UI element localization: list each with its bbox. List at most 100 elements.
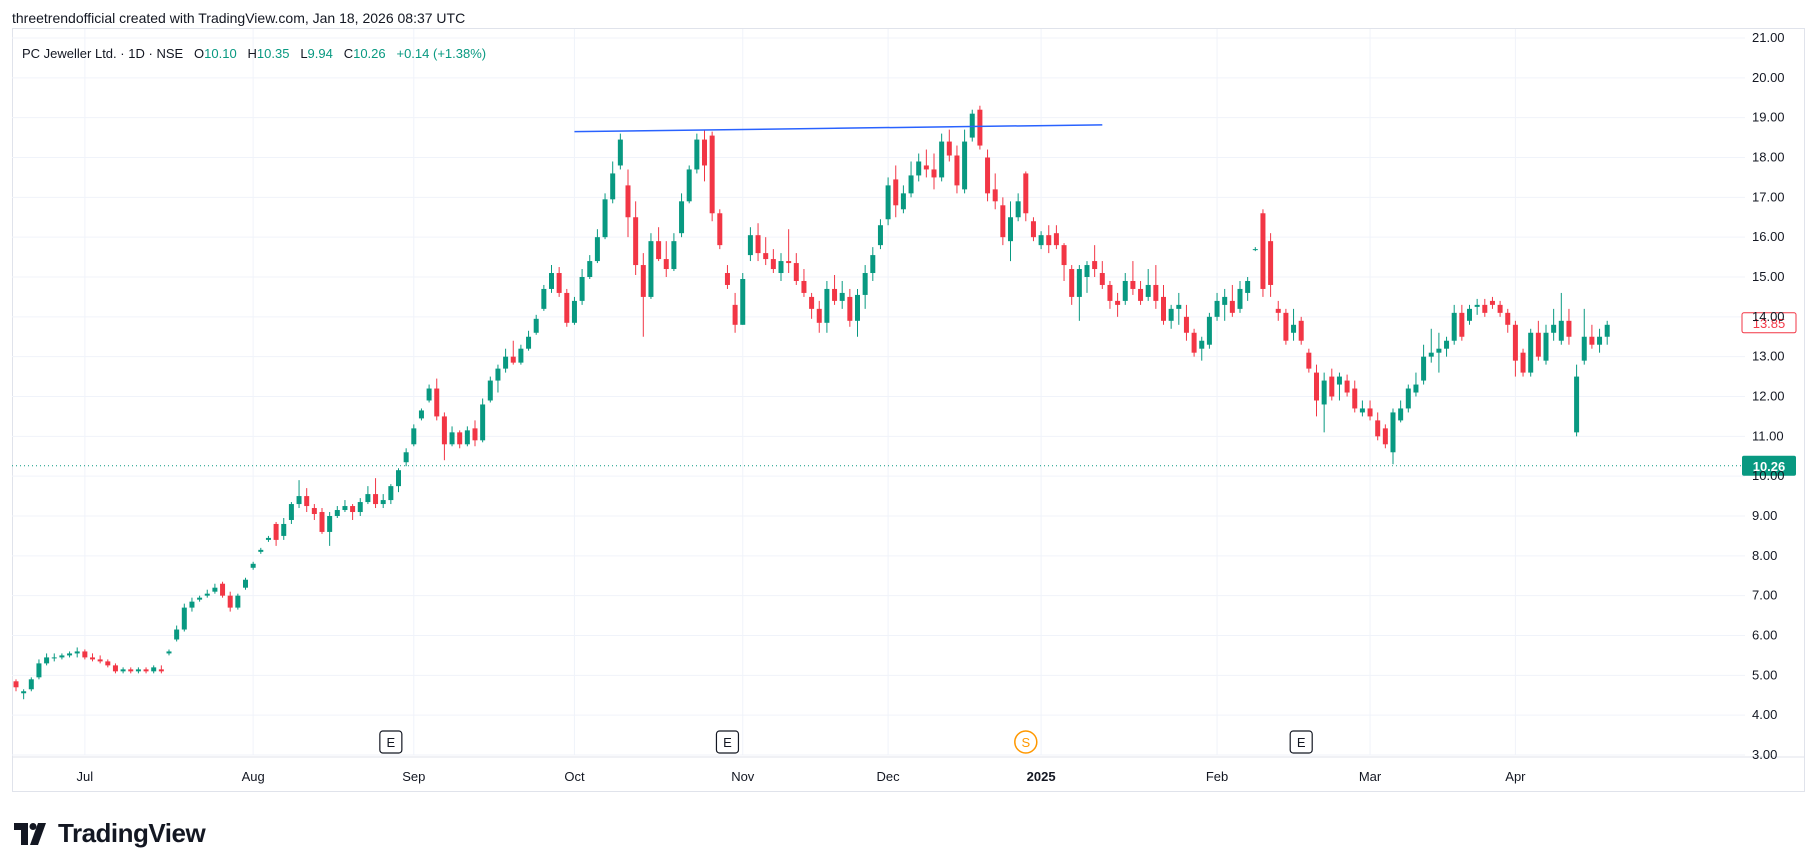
candle-body xyxy=(1252,249,1258,251)
candle xyxy=(1099,261,1105,289)
split-event-label: S xyxy=(1021,735,1030,750)
candle xyxy=(227,591,233,612)
candle xyxy=(235,593,241,610)
candle xyxy=(587,255,593,279)
y-axis[interactable]: 3.00 4.00 5.00 6.00 7.00 8.00 9.00 10.00 11.00 12… xyxy=(1752,30,1785,762)
candle-body xyxy=(709,135,715,214)
candle-body xyxy=(197,597,203,600)
candle xyxy=(702,129,707,182)
candle-body xyxy=(954,155,960,186)
candle xyxy=(939,133,945,182)
candle xyxy=(1336,372,1342,401)
marker-price-label: 13.85 xyxy=(1753,316,1786,331)
candle-body xyxy=(44,657,50,664)
candle-body xyxy=(571,300,577,323)
x-tick-label: Sep xyxy=(402,769,425,784)
candle-body xyxy=(992,189,998,202)
candle-body xyxy=(740,278,746,325)
candle xyxy=(426,384,432,403)
legend-high-label: H xyxy=(247,46,257,61)
candle-body xyxy=(90,657,95,660)
candle xyxy=(1428,328,1434,363)
candle-body xyxy=(1183,316,1189,333)
candle xyxy=(243,577,248,590)
candle-body xyxy=(1229,300,1235,313)
candle-body xyxy=(1023,173,1029,214)
candle xyxy=(1122,273,1128,305)
candle-body xyxy=(1046,235,1052,246)
candle-body xyxy=(227,595,233,608)
candle xyxy=(839,280,845,309)
candle xyxy=(166,649,172,656)
candle xyxy=(472,420,478,447)
candle-body xyxy=(556,273,562,293)
candle-body xyxy=(373,494,379,505)
candle xyxy=(717,209,723,250)
candle-body xyxy=(411,428,417,445)
candle-body xyxy=(847,296,853,321)
candle xyxy=(59,653,65,660)
y-tick-label: 13.00 xyxy=(1752,349,1785,364)
candle-body xyxy=(671,241,677,270)
candle xyxy=(694,133,700,174)
candle-body xyxy=(916,161,922,176)
y-tick-label: 12.00 xyxy=(1752,389,1785,404)
candle xyxy=(1252,247,1258,252)
candle xyxy=(1229,284,1235,317)
candle xyxy=(1199,336,1205,361)
chart-frame[interactable] xyxy=(12,28,1805,792)
candle-body xyxy=(487,380,493,401)
candle-body xyxy=(1245,280,1251,293)
candle xyxy=(1260,209,1266,297)
candle-body xyxy=(1390,412,1396,453)
candle xyxy=(549,265,554,293)
candle-body xyxy=(633,217,639,266)
legend-interval: 1D xyxy=(128,46,145,61)
candle-body xyxy=(189,601,195,608)
candle xyxy=(770,249,776,274)
candle-body xyxy=(235,595,241,608)
candle xyxy=(373,478,379,509)
candle xyxy=(1000,197,1006,246)
candle-body xyxy=(1520,352,1526,373)
candle xyxy=(1482,298,1488,317)
candle xyxy=(633,201,639,276)
candle-body xyxy=(204,593,210,596)
candle xyxy=(740,273,746,325)
x-tick-label: Dec xyxy=(877,769,901,784)
candle xyxy=(44,653,50,666)
candle-body xyxy=(1405,388,1411,409)
candle xyxy=(916,153,922,182)
candle-body xyxy=(1061,245,1067,266)
x-tick-label: Aug xyxy=(242,769,265,784)
y-tick-label: 9.00 xyxy=(1752,508,1777,523)
candle-body xyxy=(870,255,876,274)
x-axis[interactable]: Jul Aug Sep Oct Nov Dec 2025 Feb Mar Apr xyxy=(77,769,1527,784)
candle-body xyxy=(181,607,187,630)
candle xyxy=(1283,308,1289,345)
candle xyxy=(1153,265,1159,309)
earnings-event-icon xyxy=(715,730,740,754)
candle xyxy=(1069,265,1075,305)
candle xyxy=(1551,308,1557,341)
candle-body xyxy=(1398,408,1404,421)
tradingview-logo[interactable]: TradingView xyxy=(14,818,206,849)
candle-body xyxy=(977,109,983,146)
candle xyxy=(1574,364,1580,437)
candle-body xyxy=(13,681,19,688)
candle-body xyxy=(587,261,593,277)
y-tick-label: 5.00 xyxy=(1752,667,1777,682)
candle-body xyxy=(778,261,784,274)
candle xyxy=(281,517,287,540)
candle xyxy=(778,253,784,281)
candle-body xyxy=(640,265,646,297)
candle-body xyxy=(1512,324,1518,361)
candle xyxy=(82,649,88,660)
candle-body xyxy=(1214,300,1220,317)
candle xyxy=(1092,245,1098,277)
candle xyxy=(1245,277,1251,301)
candle xyxy=(1382,424,1388,449)
candle xyxy=(1497,300,1503,317)
candle-body xyxy=(258,549,264,552)
